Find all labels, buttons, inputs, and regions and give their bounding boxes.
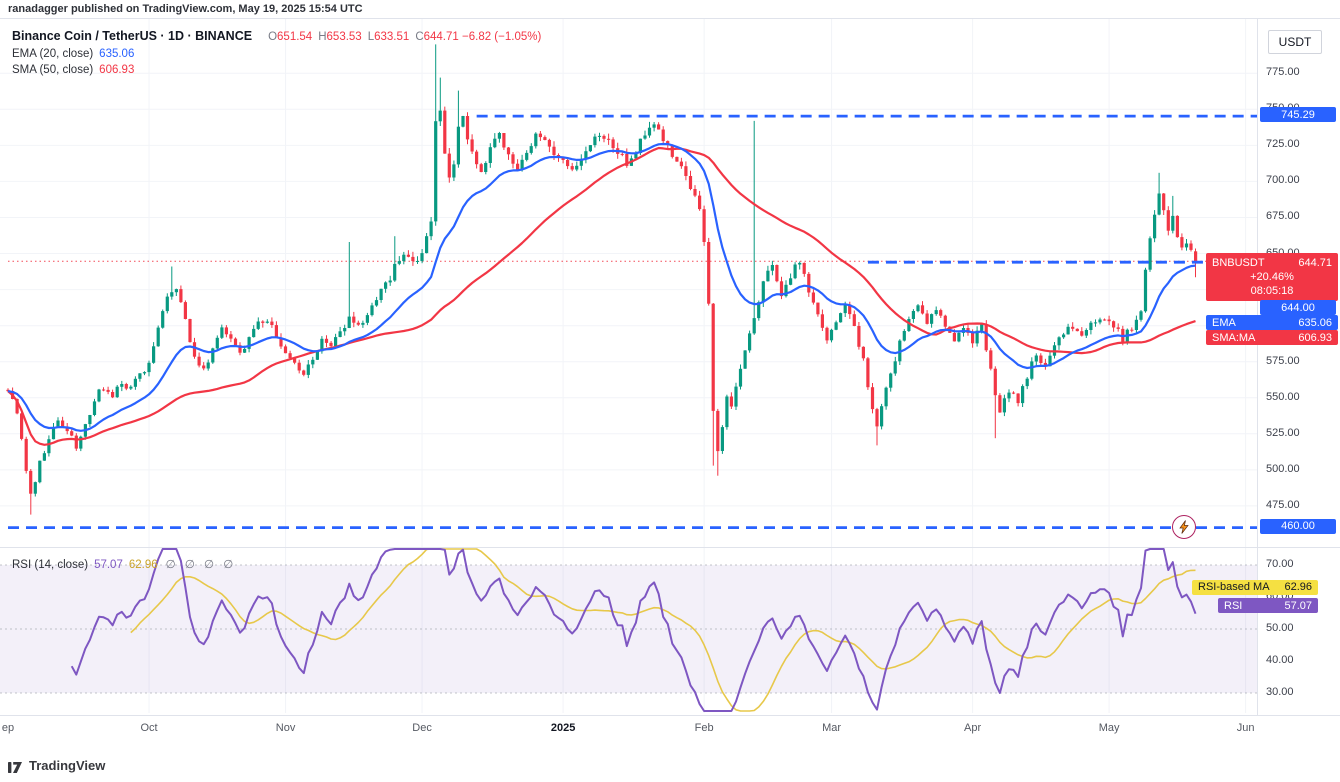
time-axis-label[interactable]: Feb xyxy=(694,722,714,734)
rsi-empty-inputs: ∅ ∅ ∅ ∅ xyxy=(165,559,237,571)
last-price-badge[interactable]: BNBUSDT 644.71 +20.46% 08:05:18 xyxy=(1206,253,1338,302)
sma-legend[interactable]: SMA (50, close) 606.93 xyxy=(12,64,134,76)
last-price-change-pct: +20.46% xyxy=(1250,271,1294,284)
close-value: 644.71 xyxy=(423,31,459,43)
low-value: 633.51 xyxy=(374,31,410,43)
rsi-ma-badge[interactable]: RSI-based MA 62.96 xyxy=(1192,579,1318,595)
sma-label[interactable]: SMA (50, close) xyxy=(12,64,94,76)
time-axis-label[interactable]: May xyxy=(1098,722,1120,734)
price-tick: 550.00 xyxy=(1266,390,1300,403)
ema-legend[interactable]: EMA (20, close) 635.06 xyxy=(12,48,134,60)
time-axis-label[interactable]: 2025 xyxy=(550,722,576,734)
price-tick: 775.00 xyxy=(1266,66,1300,79)
rsi-ma-value: 62.96 xyxy=(128,559,158,571)
time-axis-label[interactable]: Apr xyxy=(964,722,982,734)
publisher-text: ranadagger published on TradingView.com,… xyxy=(8,3,363,15)
price-axis-border xyxy=(1257,18,1258,715)
currency-text: USDT xyxy=(1278,35,1312,49)
publisher-header: ranadagger published on TradingView.com,… xyxy=(0,0,1340,18)
change-value: −6.82 (−1.05%) xyxy=(462,31,542,43)
resistance-price-badge[interactable]: 745.29 xyxy=(1260,107,1336,123)
price-tick: 575.00 xyxy=(1266,354,1300,367)
rsi-tick: 40.00 xyxy=(1266,654,1294,666)
rsi-tick: 70.00 xyxy=(1266,558,1294,570)
price-tick: 675.00 xyxy=(1266,210,1300,223)
support-mid-price-badge[interactable]: 644.00 xyxy=(1260,300,1336,316)
price-chart[interactable] xyxy=(0,18,1258,718)
lightning-icon[interactable] xyxy=(1172,515,1196,539)
last-price-symbol: BNBUSDT xyxy=(1212,257,1265,270)
close-label: C xyxy=(415,31,424,43)
tradingview-logo-icon xyxy=(8,761,22,773)
lightning-bolt-glyph xyxy=(1179,520,1189,534)
price-tick: 725.00 xyxy=(1266,138,1300,151)
time-axis-label[interactable]: Jun xyxy=(1236,722,1255,734)
time-axis-border xyxy=(0,715,1340,716)
chart-canvas[interactable]: Binance Coin / TetherUS · 1D · BINANCE O6… xyxy=(0,18,1340,758)
price-tick: 525.00 xyxy=(1266,426,1300,439)
rsi-value: 57.07 xyxy=(94,559,123,571)
rsi-tick: 30.00 xyxy=(1266,686,1294,698)
sma-price-badge[interactable]: SMA:MA 606.93 xyxy=(1206,330,1338,346)
last-price-value: 644.71 xyxy=(1298,257,1332,270)
rsi-legend[interactable]: RSI (14, close) 57.07 62.96 ∅ ∅ ∅ ∅ xyxy=(12,557,236,571)
ema-value: 635.06 xyxy=(99,48,135,60)
rsi-tick: 50.00 xyxy=(1266,622,1294,634)
currency-label[interactable]: USDT xyxy=(1268,30,1322,54)
time-axis-label[interactable]: Dec xyxy=(412,722,432,734)
pane-divider[interactable] xyxy=(0,547,1340,548)
low-label: L xyxy=(367,31,375,43)
symbol-title[interactable]: Binance Coin / TetherUS · 1D · BINANCE xyxy=(12,29,253,43)
symbol-legend[interactable]: Binance Coin / TetherUS · 1D · BINANCE O6… xyxy=(12,29,541,43)
tradingview-footer[interactable]: TradingView xyxy=(8,758,105,773)
open-label: O xyxy=(268,31,278,43)
time-axis-label[interactable]: Mar xyxy=(822,722,842,734)
support-low-price-badge[interactable]: 460.00 xyxy=(1260,518,1336,534)
high-value: 653.53 xyxy=(326,31,362,43)
price-tick: 500.00 xyxy=(1266,462,1300,475)
time-axis-label[interactable]: Nov xyxy=(275,722,296,734)
open-value: 651.54 xyxy=(277,31,313,43)
ema-price-badge[interactable]: EMA 635.06 xyxy=(1206,315,1338,331)
high-label: H xyxy=(318,31,327,43)
ema-label[interactable]: EMA (20, close) xyxy=(12,48,94,60)
price-tick: 700.00 xyxy=(1266,174,1300,187)
time-axis-label[interactable]: Oct xyxy=(140,722,158,734)
tradingview-brand-text: TradingView xyxy=(29,758,106,773)
bar-countdown: 08:05:18 xyxy=(1250,285,1294,298)
chart-top-border xyxy=(0,18,1340,19)
rsi-value-badge[interactable]: RSI 57.07 xyxy=(1218,598,1318,614)
rsi-label[interactable]: RSI (14, close) xyxy=(12,559,89,571)
price-tick: 475.00 xyxy=(1266,498,1300,511)
sma-value: 606.93 xyxy=(99,64,135,76)
time-axis-label[interactable]: ep xyxy=(1,722,15,734)
